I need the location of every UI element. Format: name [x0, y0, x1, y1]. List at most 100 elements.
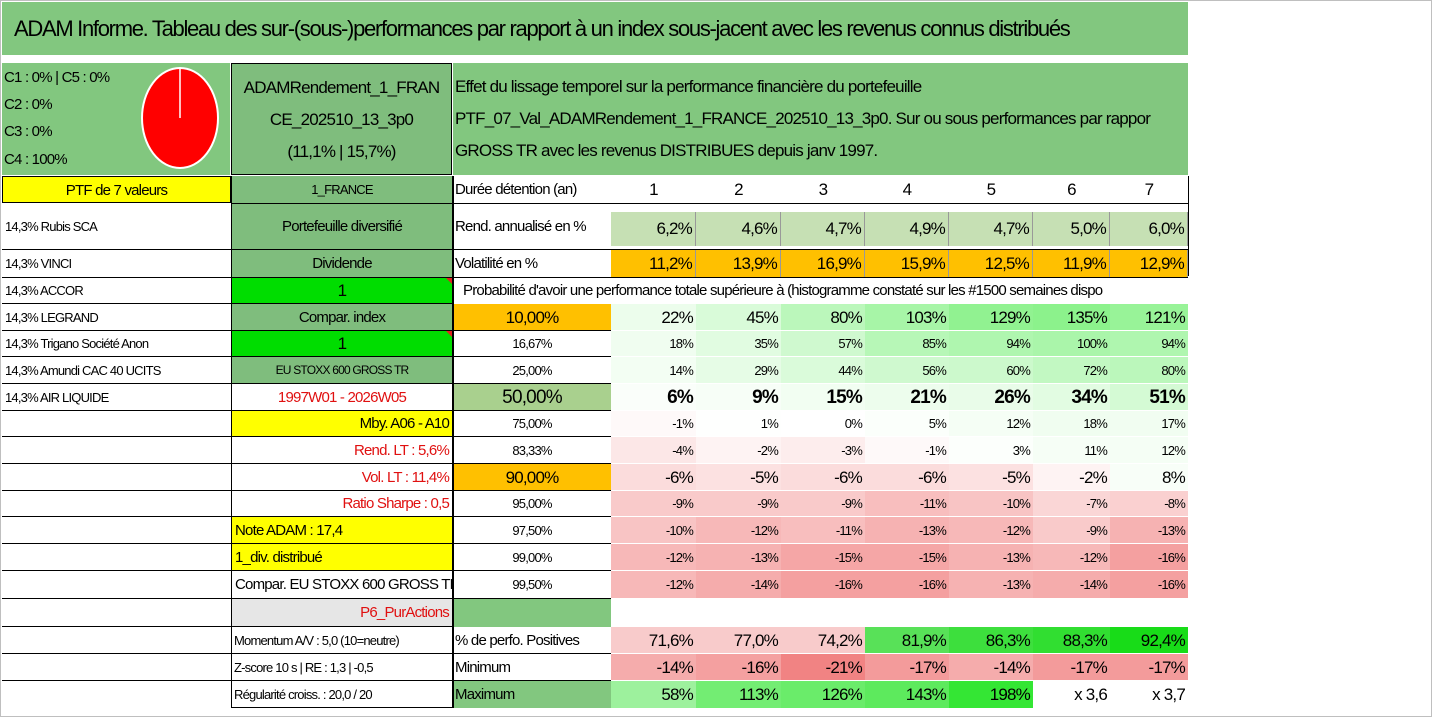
- probability-threshold: 25,00%: [453, 357, 611, 384]
- probability-value: -12%: [696, 517, 781, 544]
- probability-value: -2%: [696, 437, 781, 464]
- probability-value: 57%: [781, 331, 865, 357]
- year-header: 2: [696, 176, 781, 204]
- probability-value: -13%: [865, 517, 949, 544]
- probability-value: -5%: [696, 464, 781, 491]
- probability-value: -9%: [611, 491, 696, 517]
- pie-legend-c4: C4 : 100%: [4, 151, 68, 168]
- probability-value: 26%: [949, 384, 1033, 411]
- compar-full-label: Compar. EU STOXX 600 GROSS TR: [231, 571, 453, 599]
- p6-green-fill: [453, 599, 611, 627]
- probability-value: 8%: [1110, 464, 1188, 491]
- probability-value: -16%: [1110, 544, 1188, 571]
- rend-value: 6,0%: [1110, 212, 1188, 246]
- probability-value: 35%: [696, 331, 781, 357]
- pie-legend-c2: C2 : 0%: [4, 96, 53, 113]
- probability-value: -1%: [611, 411, 696, 437]
- maximum-value: 113%: [696, 681, 781, 708]
- empty-left-cell: [2, 464, 231, 491]
- vol-value: 11,9%: [1033, 250, 1110, 278]
- probability-value: 60%: [949, 357, 1033, 384]
- dividend-distributed-label: 1_div. distribué: [231, 544, 453, 571]
- empty-left-cell: [2, 517, 231, 544]
- index-name-label: EU STOXX 600 GROSS TR: [231, 357, 453, 384]
- ptf-count-label: PTF de 7 valeurs: [2, 176, 231, 203]
- year-header: 4: [865, 176, 949, 204]
- vol-value: 13,9%: [696, 250, 781, 278]
- probability-value: -9%: [1033, 517, 1110, 544]
- probability-value: -1%: [865, 437, 949, 464]
- probability-value: -6%: [781, 464, 865, 491]
- positives-value: 74,2%: [781, 627, 865, 654]
- probability-value: 44%: [781, 357, 865, 384]
- holding-row: 14,3% Trigano Société Anon: [2, 331, 231, 357]
- grid-line: [1188, 176, 1189, 276]
- pie-legend-c3: C3 : 0%: [4, 123, 53, 140]
- fund-perf-summary: (11,1% | 15,7%): [287, 142, 396, 161]
- rend-value: 6,2%: [611, 212, 696, 246]
- description-line3: GROSS TR avec les revenus DISTRIBUES dep…: [455, 141, 878, 160]
- probability-value: -16%: [865, 571, 949, 599]
- probability-value: -16%: [1110, 571, 1188, 599]
- probability-value: -9%: [696, 491, 781, 517]
- probability-threshold: 95,00%: [453, 491, 611, 517]
- year-header: 3: [781, 176, 865, 204]
- description-line1: Effet du lissage temporel sur la perform…: [455, 77, 922, 96]
- probability-threshold: 75,00%: [453, 411, 611, 437]
- probability-value: -6%: [865, 464, 949, 491]
- maximum-value: 126%: [781, 681, 865, 708]
- probability-value: 121%: [1110, 304, 1188, 331]
- positives-value: 77,0%: [696, 627, 781, 654]
- rend-value: 5,0%: [1033, 212, 1110, 246]
- probability-value: 100%: [1033, 331, 1110, 357]
- probability-value: -13%: [1110, 517, 1188, 544]
- mby-label: Mby. A06 - A10: [231, 411, 453, 437]
- year-header: 1: [611, 176, 696, 204]
- probability-threshold: 99,50%: [453, 571, 611, 599]
- probability-threshold: 99,00%: [453, 544, 611, 571]
- p6-label: P6_PurActions: [231, 599, 453, 627]
- year-header: 5: [949, 176, 1033, 204]
- rend-label: Rend. annualisé en %: [455, 218, 587, 235]
- flag-one-a: 1: [231, 278, 453, 304]
- rend-value: 4,7%: [781, 212, 865, 246]
- allocation-pie-chart: [141, 67, 219, 169]
- probability-value: -11%: [781, 517, 865, 544]
- probability-value: -7%: [1033, 491, 1110, 517]
- year-header: 6: [1033, 176, 1110, 204]
- grid-line: [453, 249, 1188, 250]
- probability-value: 56%: [865, 357, 949, 384]
- holding-row: 14,3% VINCI: [2, 250, 231, 278]
- probability-value: 34%: [1033, 384, 1110, 411]
- holding-row: 14,3% Amundi CAC 40 UCITS: [2, 357, 231, 384]
- probability-value: -15%: [865, 544, 949, 571]
- flag-one-b: 1: [231, 331, 453, 357]
- probability-value: -14%: [1033, 571, 1110, 599]
- probability-value: -12%: [1033, 544, 1110, 571]
- maximum-value: 58%: [611, 681, 696, 708]
- probability-value: 9%: [696, 384, 781, 411]
- probability-threshold: 50,00%: [453, 384, 611, 411]
- probability-value: 1%: [696, 411, 781, 437]
- probability-value: 18%: [611, 331, 696, 357]
- minimum-value: -14%: [611, 654, 696, 681]
- dividend-label: Dividende: [231, 250, 453, 278]
- minimum-label: Minimum: [453, 654, 611, 681]
- vol-value: 16,9%: [781, 250, 865, 278]
- compar-index-label: Compar. index: [231, 304, 453, 331]
- probability-value: -10%: [611, 517, 696, 544]
- rend-value: 4,6%: [696, 212, 781, 246]
- vol-value: 15,9%: [865, 250, 949, 278]
- probability-value: 14%: [611, 357, 696, 384]
- empty-left-cell: [2, 411, 231, 437]
- probability-value: -5%: [949, 464, 1033, 491]
- minimum-value: -17%: [1033, 654, 1110, 681]
- maximum-label: Maximum: [453, 681, 611, 708]
- probability-value: 129%: [949, 304, 1033, 331]
- empty-left-cell: [2, 491, 231, 517]
- probability-value: 5%: [865, 411, 949, 437]
- probability-value: 3%: [949, 437, 1033, 464]
- probability-value: -11%: [865, 491, 949, 517]
- rend-lt-label: Rend. LT : 5,6%: [231, 437, 453, 464]
- fund-name-line2: CE_202510_13_3p0: [269, 110, 414, 129]
